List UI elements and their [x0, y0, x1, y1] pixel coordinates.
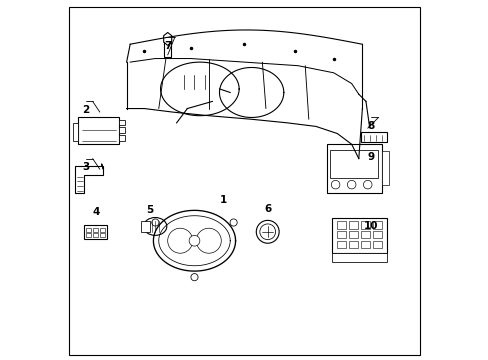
Bar	[331, 217, 386, 253]
Circle shape	[363, 180, 371, 189]
Bar	[119, 127, 124, 133]
Text: 7: 7	[163, 41, 171, 51]
Bar	[348, 241, 357, 248]
Text: 10: 10	[364, 221, 378, 231]
Bar	[85, 228, 91, 232]
Bar	[360, 132, 386, 143]
Bar	[100, 233, 105, 237]
Bar	[93, 233, 98, 237]
Bar	[85, 233, 91, 237]
Bar	[372, 241, 381, 248]
Text: 8: 8	[367, 121, 374, 131]
Bar	[119, 135, 124, 141]
Circle shape	[189, 235, 200, 246]
Circle shape	[346, 180, 355, 189]
Bar	[372, 231, 381, 238]
Text: 4: 4	[92, 207, 100, 217]
Circle shape	[190, 274, 198, 281]
Circle shape	[151, 219, 159, 226]
Circle shape	[331, 180, 339, 189]
Bar	[164, 39, 171, 57]
Bar	[337, 241, 346, 248]
Bar	[329, 150, 378, 178]
Circle shape	[167, 228, 192, 253]
Bar	[141, 221, 149, 232]
Bar	[73, 123, 78, 141]
Text: 5: 5	[146, 205, 153, 215]
Bar	[348, 221, 357, 229]
Bar	[337, 231, 346, 238]
Circle shape	[229, 219, 237, 226]
Ellipse shape	[143, 217, 166, 235]
Bar	[372, 221, 381, 229]
Bar	[119, 120, 124, 125]
FancyBboxPatch shape	[78, 117, 119, 144]
Bar	[93, 228, 98, 232]
Bar	[326, 144, 381, 193]
Polygon shape	[163, 32, 171, 45]
Circle shape	[196, 228, 221, 253]
Bar	[360, 231, 369, 238]
Text: 9: 9	[367, 152, 374, 162]
Circle shape	[259, 224, 275, 240]
Bar	[100, 228, 105, 232]
Bar	[337, 221, 346, 229]
Text: 1: 1	[219, 195, 226, 204]
Bar	[331, 253, 386, 262]
Text: 2: 2	[82, 105, 89, 115]
Text: 3: 3	[82, 162, 89, 172]
Text: 6: 6	[264, 203, 271, 213]
Bar	[83, 225, 107, 239]
Circle shape	[256, 220, 279, 243]
Bar	[360, 221, 369, 229]
Bar	[348, 231, 357, 238]
Bar	[381, 152, 388, 185]
Bar	[360, 241, 369, 248]
